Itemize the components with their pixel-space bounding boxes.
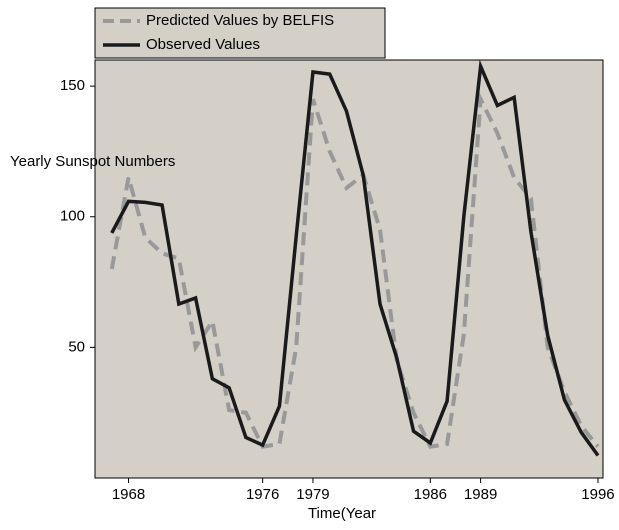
y-tick-label: 50	[68, 338, 85, 355]
legend-label: Predicted Values by BELFIS	[146, 12, 334, 29]
series-line	[109, 91, 600, 449]
x-tick-label: 1968	[112, 486, 145, 503]
x-tick-label: 1986	[414, 486, 447, 503]
legend-box	[94, 7, 386, 59]
x-tick-label: 1989	[464, 486, 497, 503]
y-axis-label: Yearly Sunspot Numbers	[10, 153, 175, 170]
y-tick-label: 150	[60, 77, 85, 94]
x-tick-label: 1979	[296, 486, 329, 503]
x-tick-label: 1976	[246, 486, 279, 503]
series-line	[110, 59, 600, 457]
x-axis-label: Time(Year	[308, 505, 376, 522]
y-tick-label: 100	[60, 208, 85, 225]
x-tick-label: 1996	[581, 486, 614, 503]
legend-label: Observed Values	[146, 36, 260, 53]
